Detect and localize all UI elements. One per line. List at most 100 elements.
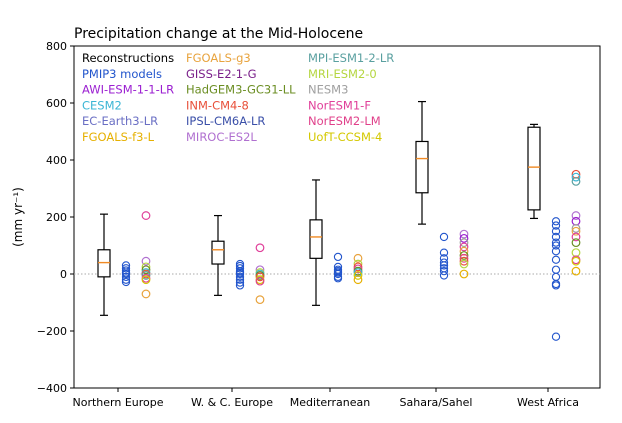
pmip4-point	[255, 295, 265, 305]
pmip3-point	[235, 261, 245, 271]
y-tick-label: 800	[46, 40, 67, 53]
pmip4-point	[141, 271, 151, 280]
legend-entry: UofT-CCSM-4	[308, 130, 382, 144]
pmip3-point	[439, 248, 449, 257]
pmip3-point	[333, 252, 343, 262]
pmip3-point	[551, 272, 561, 281]
box-iqr	[97, 249, 111, 278]
x-tick-label: W. & C. Europe	[191, 396, 273, 409]
legend-entry: NorESM1-F	[308, 98, 371, 112]
x-tick-label: Northern Europe	[72, 396, 163, 409]
pmip4-point	[353, 253, 363, 263]
legend-entry: Reconstructions	[82, 51, 174, 65]
pmip3-point	[333, 274, 343, 283]
legend: Reconstructions PMIP3 models AWI-ESM-1-1-L…	[82, 51, 394, 144]
pmip3-point	[551, 238, 561, 247]
y-tick-label: 0	[60, 268, 67, 281]
pmip3-point	[551, 247, 561, 256]
y-tick-label: 400	[46, 154, 67, 167]
pmip3-point	[551, 255, 561, 264]
pmip3-point	[439, 261, 449, 270]
pmip4-point	[571, 223, 581, 233]
legend-entry: FGOALS-f3-L	[82, 130, 155, 144]
pmip4-point	[353, 275, 363, 285]
box-iqr	[211, 240, 225, 265]
pmip4-point	[141, 289, 151, 299]
legend-entry: MPI-ESM1-2-LR	[308, 51, 394, 65]
pmip4-point	[255, 276, 265, 286]
box-iqr	[415, 140, 429, 194]
pmip3-point	[333, 269, 343, 279]
pmip4-point	[353, 264, 363, 274]
pmip4-point	[571, 226, 581, 236]
pmip3-point	[235, 275, 245, 284]
pmip4-point	[459, 256, 469, 266]
pmip3-point	[121, 269, 131, 279]
pmip3-point	[551, 265, 561, 274]
pmip4-point	[571, 176, 581, 186]
pmip4-point	[255, 272, 265, 282]
pmip4-point	[571, 211, 581, 220]
y-axis: −400 −200 0 200 400 600 800	[37, 40, 74, 395]
x-tick-label: West Africa	[517, 396, 579, 409]
pmip4-point	[459, 251, 469, 260]
pmip4-point	[571, 238, 581, 248]
pmip3-point	[235, 264, 245, 273]
y-tick-label: −200	[37, 325, 67, 338]
legend-entry: MIROC-ES2L	[186, 130, 257, 144]
legend-entry: PMIP3 models	[82, 67, 162, 81]
pmip3-point	[121, 264, 131, 273]
legend-entry: CESM2	[82, 98, 122, 112]
pmip3-point	[439, 271, 449, 280]
legend-entry: INM-CM4-8	[186, 98, 249, 112]
legend-entry: GISS-E2-1-G	[186, 67, 257, 81]
legend-entry: IPSL-CM6A-LR	[186, 114, 265, 128]
legend-entry: MRI-ESM2-0	[308, 67, 377, 81]
pmip3-point	[235, 269, 245, 279]
pmip4-point	[141, 256, 151, 266]
pmip4-point	[571, 266, 581, 276]
pmip3-point	[551, 332, 561, 341]
pmip3-point	[551, 221, 561, 230]
y-axis-label: (mm yr⁻¹)	[11, 187, 25, 247]
pmip3-point	[439, 258, 449, 267]
x-axis: Northern Europe W. & C. Europe Mediterrane…	[72, 388, 579, 409]
box-iqr	[309, 219, 323, 259]
pmip4-point	[459, 269, 469, 279]
pmip3-point	[439, 232, 449, 242]
pmip3-point	[235, 281, 245, 290]
pmip4-point	[459, 233, 469, 243]
pmip4-point	[571, 248, 581, 258]
box-iqr	[527, 126, 541, 211]
pmip4-point	[141, 211, 151, 220]
y-tick-label: −400	[37, 382, 67, 395]
pmip3-point	[551, 217, 561, 226]
legend-entry: NESM3	[308, 83, 348, 97]
pmip4-point	[459, 242, 469, 252]
pmip4-point	[141, 275, 151, 285]
pmip3-point	[235, 278, 245, 287]
pmip4-point	[459, 253, 469, 263]
pmip4-point	[571, 216, 581, 226]
pmip4-model-points	[141, 169, 581, 305]
pmip4-point	[459, 259, 469, 269]
pmip4-point	[571, 172, 581, 182]
pmip4-point	[353, 271, 363, 280]
reconstruction-boxplots	[97, 100, 541, 316]
legend-entry: AWI-ESM-1-1-LR	[82, 83, 174, 97]
pmip4-point	[459, 229, 469, 239]
pmip4-point	[255, 243, 265, 253]
y-tick-label: 200	[46, 211, 67, 224]
y-tick-label: 600	[46, 97, 67, 110]
pmip3-point	[121, 277, 131, 287]
pmip3-point	[121, 272, 131, 281]
pmip3-point	[121, 275, 131, 284]
pmip4-point	[571, 232, 581, 242]
plot-frame	[73, 45, 601, 389]
x-tick-label: Mediterranean	[290, 396, 370, 409]
legend-entry: FGOALS-g3	[186, 51, 251, 65]
pmip3-model-points	[121, 217, 561, 341]
legend-entry: NorESM2-LM	[308, 114, 381, 128]
legend-entry: EC-Earth3-LR	[82, 114, 158, 128]
